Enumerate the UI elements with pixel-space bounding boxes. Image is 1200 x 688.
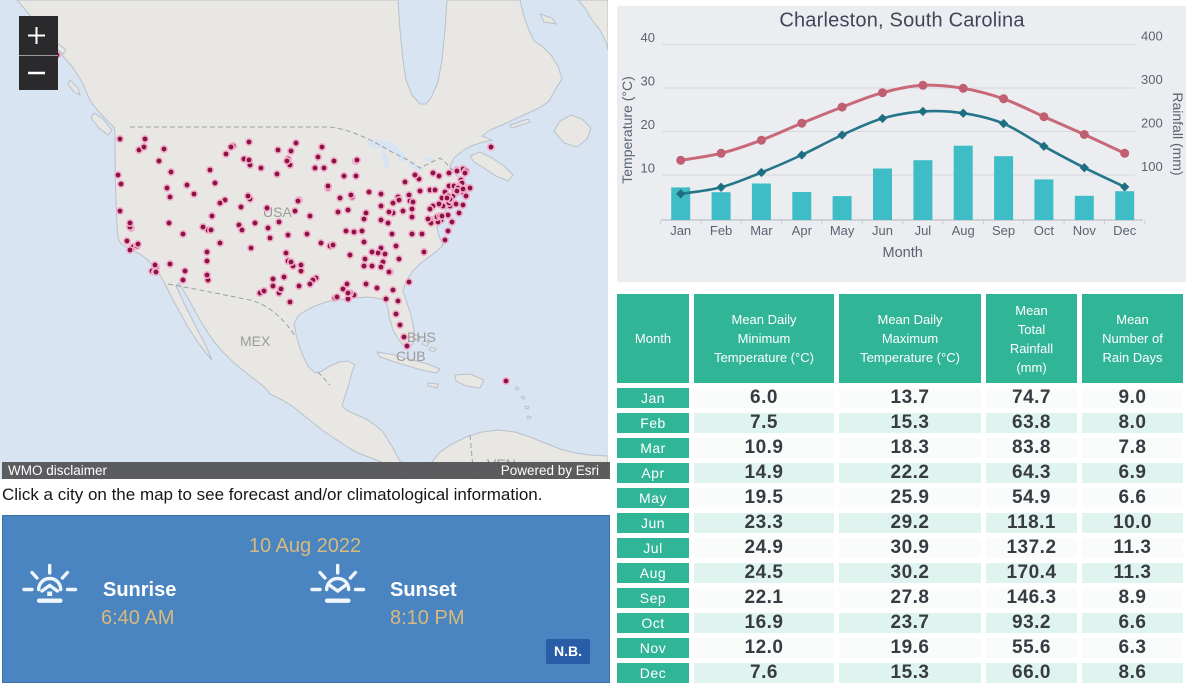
svg-text:CUB: CUB xyxy=(396,348,426,364)
svg-text:10: 10 xyxy=(641,161,655,176)
svg-text:MEX: MEX xyxy=(240,333,271,349)
svg-text:Oct: Oct xyxy=(1034,223,1055,238)
svg-text:BHS: BHS xyxy=(407,329,436,345)
svg-text:40: 40 xyxy=(641,30,655,45)
svg-text:Mar: Mar xyxy=(750,223,773,238)
svg-text:Jan: Jan xyxy=(670,223,691,238)
svg-text:Temperature (°C): Temperature (°C) xyxy=(619,76,635,184)
svg-text:Sep: Sep xyxy=(992,223,1015,238)
svg-text:200: 200 xyxy=(1141,116,1163,131)
svg-text:Month: Month xyxy=(883,245,923,261)
svg-text:Jul: Jul xyxy=(915,223,932,238)
svg-text:Nov: Nov xyxy=(1073,223,1097,238)
svg-text:Apr: Apr xyxy=(792,223,813,238)
svg-text:Jun: Jun xyxy=(872,223,893,238)
svg-text:Aug: Aug xyxy=(952,223,975,238)
svg-text:400: 400 xyxy=(1141,29,1163,44)
svg-text:100: 100 xyxy=(1141,159,1163,174)
svg-text:Dec: Dec xyxy=(1113,223,1137,238)
svg-text:Feb: Feb xyxy=(710,223,732,238)
svg-text:May: May xyxy=(830,223,855,238)
svg-text:300: 300 xyxy=(1141,72,1163,87)
svg-text:Charleston, South Carolina: Charleston, South Carolina xyxy=(779,10,1025,32)
svg-text:30: 30 xyxy=(641,74,655,89)
svg-text:20: 20 xyxy=(641,117,655,132)
svg-text:Rainfall (mm): Rainfall (mm) xyxy=(1170,92,1186,175)
